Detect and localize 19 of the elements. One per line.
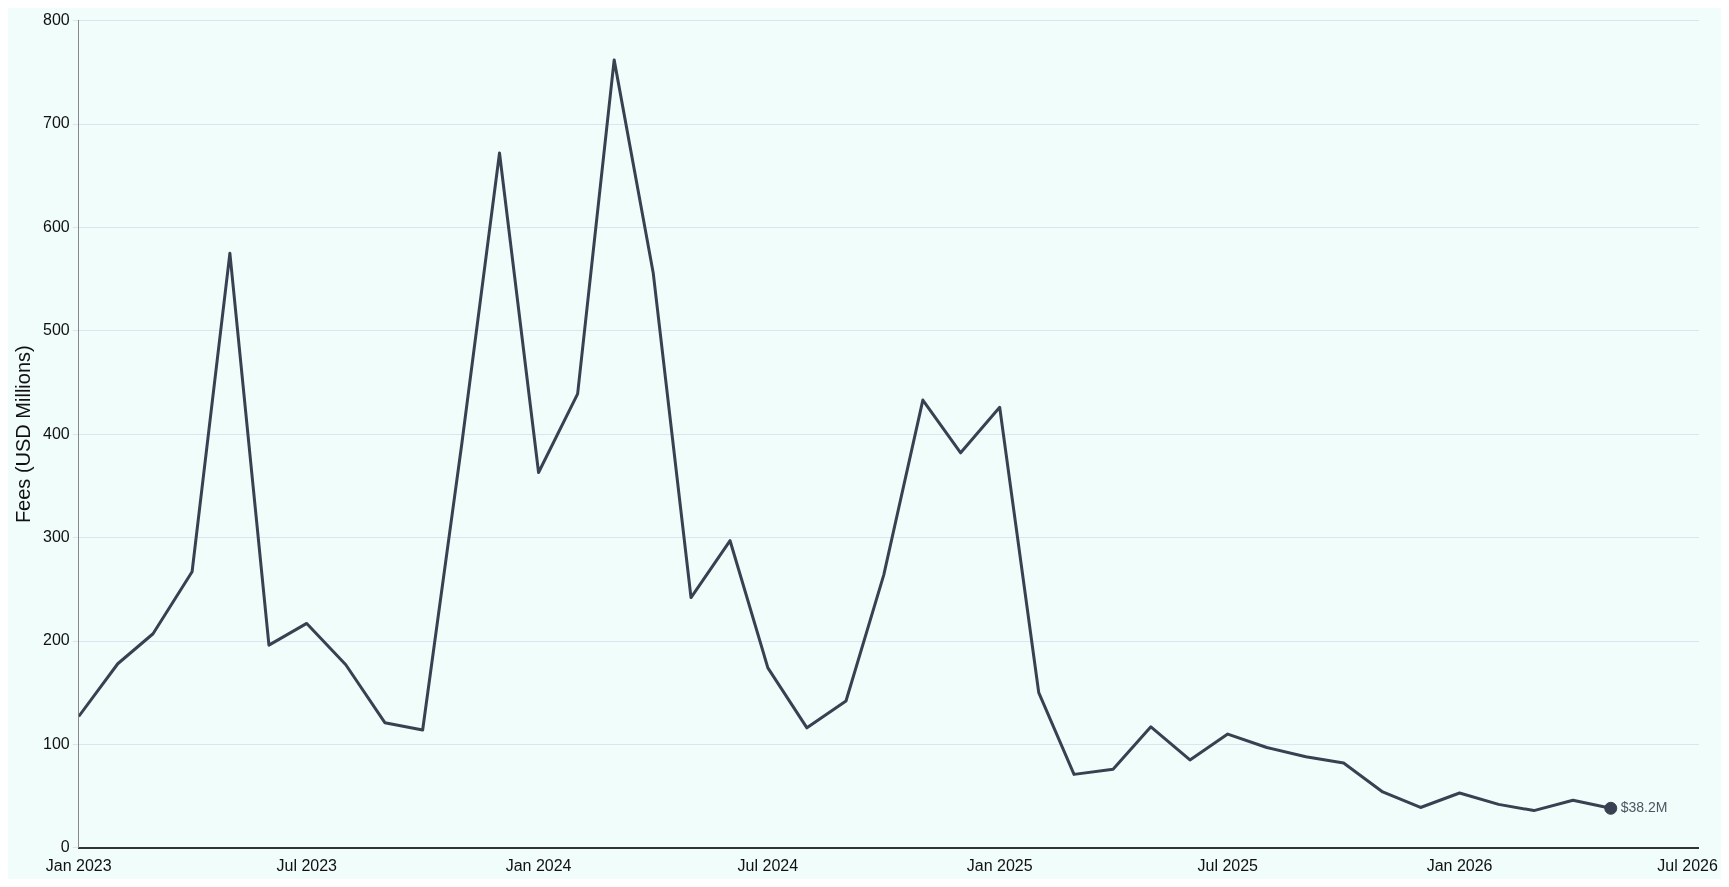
x-tick-label: Jan 2023	[45, 856, 112, 874]
y-tick-label: 0	[60, 838, 70, 856]
annotation: $38.2M	[1620, 799, 1668, 816]
y-tick-label: 200	[42, 631, 70, 649]
x-tick-label: Jan 2024	[505, 856, 572, 874]
x-tick-label: Jul 2024	[737, 856, 799, 874]
y-tick-label: 100	[42, 734, 70, 752]
x-tick-label: Jan 2026	[1426, 856, 1493, 874]
x-tick-label: Jul 2026	[1657, 856, 1718, 874]
x-tick-label: Jul 2023	[276, 856, 338, 874]
y-tick-label: 500	[42, 321, 70, 339]
y-tick-label: 700	[42, 114, 70, 132]
y-axis-title: Fees (USD Millions)	[11, 345, 34, 524]
y-tick-label: 300	[42, 528, 70, 546]
x-tick-label: Jan 2025	[966, 856, 1033, 874]
y-tick-label: 400	[42, 424, 70, 442]
y-tick-label: 600	[42, 217, 70, 235]
y-tick-label: 800	[42, 11, 70, 29]
x-tick-label: Jul 2025	[1197, 856, 1259, 874]
